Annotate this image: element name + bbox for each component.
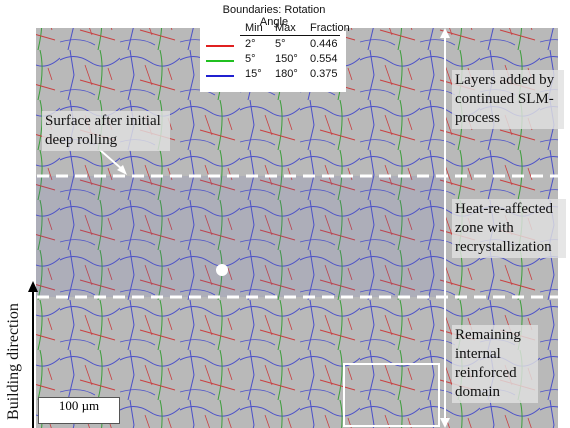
legend-cell: 15° (245, 68, 262, 80)
legend-cell: 0.554 (310, 53, 338, 65)
legend-cell: 2° (245, 38, 256, 50)
recrystallized-zone (36, 176, 446, 297)
legend-cell: 5° (245, 53, 256, 65)
zone-label: Heat-re-affected zone with recrystalliza… (452, 199, 566, 258)
pore (216, 264, 228, 276)
legend-header: Fraction (310, 22, 350, 34)
legend-cell: 0.375 (310, 68, 338, 80)
legend-cell: 150° (275, 53, 298, 65)
legend-header: Min (245, 22, 263, 34)
building-direction: Building direction (2, 295, 26, 428)
page: {"legend": {"title": "Boundaries: Rotati… (0, 0, 570, 428)
legend-cell: 5° (275, 38, 286, 50)
legend-swatch (206, 60, 234, 62)
legend-cell: 0.446 (310, 38, 338, 50)
legend-rule (240, 35, 340, 36)
zone-label: Remaining internal reinforced domain (452, 325, 538, 403)
legend: Boundaries: Rotation Angle Min Max Fract… (200, 0, 346, 92)
legend-header: Max (275, 22, 296, 34)
surface-label: Surface after initial deep rolling (42, 111, 170, 151)
scale-bar-label: 100 µm (38, 397, 120, 424)
legend-swatch (206, 45, 234, 47)
legend-swatch (206, 75, 234, 77)
legend-cell: 180° (275, 68, 298, 80)
zone-label: Layers added by continued SLM-process (452, 70, 564, 129)
